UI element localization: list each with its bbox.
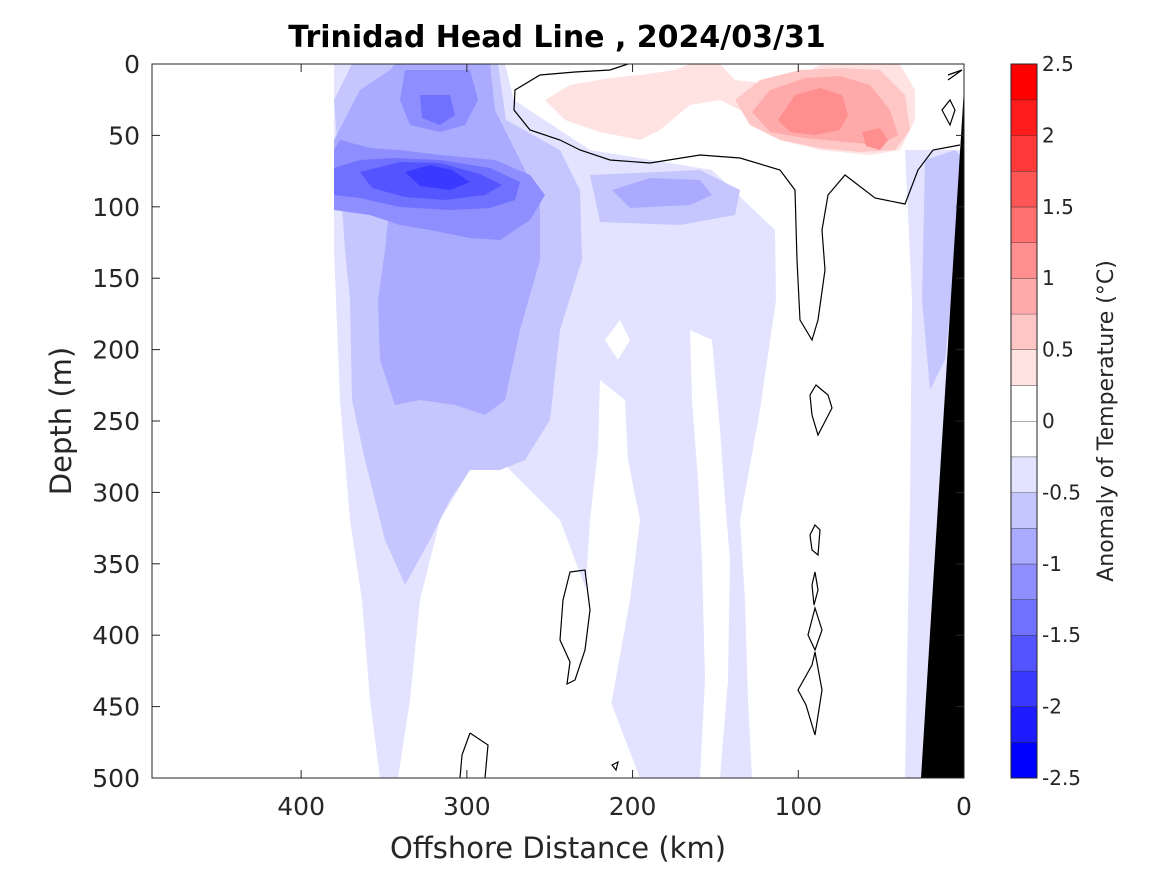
y-tick-label: 200 [92, 336, 140, 365]
y-tick-label: 150 [92, 264, 140, 293]
zero-contour-g [459, 732, 489, 778]
colorbar-tick-label: -1.5 [1042, 623, 1081, 647]
contour-fill-level-neg075c [922, 150, 964, 390]
colorbar-segment [1011, 528, 1037, 564]
contour-fill-level-neg2 [405, 165, 470, 190]
y-axis: 0 50 100 150 200 250 300 350 400 450 500 [92, 50, 964, 793]
colorbar-segment [1011, 706, 1037, 743]
colorbar-tick-label: 1 [1042, 266, 1055, 290]
colorbar-tick-label: -0.5 [1042, 480, 1081, 504]
colorbar-segment [1011, 421, 1037, 457]
colorbar-segment [1011, 99, 1037, 136]
colorbar-segment [1011, 599, 1037, 636]
y-tick-label: 0 [124, 50, 140, 79]
contour-fill-level-neg15b [420, 95, 455, 125]
zero-contour-f [797, 651, 823, 736]
colorbar: 2.5 2 1.5 1 0.5 0 -0.5 -1 -1.5 -2 -2.5 [1010, 52, 1081, 790]
x-tick-label: 100 [774, 792, 822, 821]
colorbar-segment [1011, 456, 1037, 493]
contour-fill-pocket-b [560, 380, 640, 778]
colorbar-segment [1011, 278, 1037, 314]
plot-area [152, 64, 964, 778]
y-tick-label: 300 [92, 478, 140, 507]
zero-contour-e [807, 605, 823, 652]
zero-contour-c [809, 523, 821, 557]
y-tick-label: 500 [92, 764, 140, 793]
x-tick-label: 0 [956, 792, 972, 821]
colorbar-tick-label: -2 [1042, 695, 1062, 719]
x-axis: 400 300 200 100 0 [277, 64, 972, 821]
zero-contour-main [513, 64, 961, 342]
y-tick-label: 250 [92, 407, 140, 436]
colorbar-segment [1011, 635, 1037, 671]
contour-fill-level-neg1b [612, 178, 712, 208]
y-tick-label: 100 [92, 193, 140, 222]
colorbar-tick-label: 2 [1042, 123, 1055, 147]
colorbar-segment [1011, 492, 1037, 529]
colorbar-segment [1011, 385, 1037, 421]
bathymetry-shelf [921, 88, 964, 778]
y-tick-label: 350 [92, 550, 140, 579]
colorbar-label: Anomaly of Temperature (°C) [1094, 260, 1119, 582]
colorbar-segment [1011, 242, 1037, 279]
colorbar-segment [1011, 135, 1037, 172]
colorbar-tick-label: 0.5 [1042, 338, 1074, 362]
colorbar-segment [1011, 64, 1037, 100]
colorbar-tick-label: -1 [1042, 552, 1062, 576]
contour-fill-pocket-a [605, 320, 630, 360]
colorbar-tick-label: 0 [1042, 409, 1055, 433]
colorbar-segment [1011, 670, 1037, 707]
colorbar-segment [1011, 206, 1037, 243]
colorbar-tick-label: -2.5 [1042, 766, 1081, 790]
y-tick-label: 50 [108, 121, 140, 150]
colorbar-tick-label: 1.5 [1042, 195, 1074, 219]
zero-contour-lines [459, 64, 963, 778]
colorbar-segment [1011, 742, 1037, 778]
x-tick-label: 200 [609, 792, 657, 821]
x-tick-label: 300 [443, 792, 491, 821]
colorbar-segment [1011, 349, 1037, 386]
zero-contour-i [941, 69, 963, 127]
zero-contour-h [611, 760, 619, 772]
colorbar-segment [1011, 171, 1037, 207]
chart-title: Trinidad Head Line , 2024/03/31 [288, 20, 825, 55]
y-tick-label: 450 [92, 693, 140, 722]
colorbar-segment [1011, 313, 1037, 350]
zero-contour-d [811, 571, 819, 606]
zero-contour-a [809, 384, 833, 437]
colorbar-frame [1010, 63, 1038, 779]
colorbar-segment [1011, 563, 1037, 600]
y-tick-label: 400 [92, 621, 140, 650]
y-axis-label: Depth (m) [44, 347, 78, 495]
x-axis-label: Offshore Distance (km) [390, 831, 726, 865]
x-tick-label: 400 [277, 792, 325, 821]
contour-fill-pocket-c [690, 330, 730, 778]
colorbar-tick-label: 2.5 [1042, 52, 1074, 76]
contour-fill-level-125 [778, 88, 848, 135]
contour-fill-level-125b [862, 128, 888, 150]
zero-contour-b [559, 569, 591, 686]
